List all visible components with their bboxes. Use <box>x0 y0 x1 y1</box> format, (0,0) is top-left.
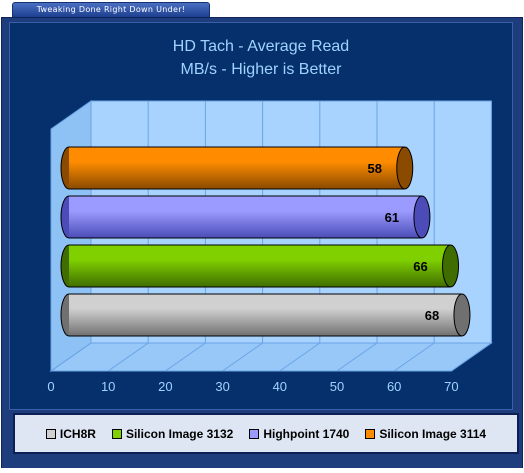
legend-item: ICH8R <box>45 426 96 441</box>
bar <box>69 147 405 189</box>
legend-item: Silicon Image 3132 <box>111 426 234 441</box>
floor-gridline <box>336 342 378 372</box>
legend-label: Silicon Image 3132 <box>125 426 234 441</box>
legend-label: Silicon Image 3114 <box>379 426 487 441</box>
chart-subtitle: MB/s - Higher is Better <box>180 61 342 78</box>
data-label: 61 <box>385 210 399 225</box>
plot-panel: HD Tach - Average Read MB/s - Higher is … <box>9 22 513 410</box>
bar-chart: 58 61 66 68 0 10 20 30 40 50 60 70 <box>47 100 493 394</box>
legend-item: Silicon Image 3114 <box>365 427 486 441</box>
legend-swatch <box>365 428 376 439</box>
legend-swatch <box>45 428 56 439</box>
bar-end-cap <box>453 293 471 337</box>
chart-frame: HD Tach - Average Read MB/s - Higher is … <box>1 17 523 470</box>
bar-end-cap <box>396 146 414 190</box>
x-tick-label: 30 <box>215 379 229 394</box>
legend-item: Highpoint 1740 <box>249 427 349 441</box>
chart-title: HD Tach - Average Read <box>172 38 350 55</box>
data-label: 66 <box>413 259 427 274</box>
bar-end-cap <box>413 195 431 239</box>
bottom-strip <box>0 468 524 473</box>
floor <box>49 342 493 372</box>
chart-legend: ICH8R Silicon Image 3132 Highpoint 1740 Sil… <box>13 413 519 454</box>
bar-end-cap <box>442 244 460 288</box>
bar <box>69 196 422 238</box>
floor-gridline <box>50 342 92 372</box>
x-tick-label: 60 <box>387 379 401 394</box>
bar <box>69 245 451 287</box>
data-label: 68 <box>425 308 439 323</box>
x-tick-label: 70 <box>444 379 458 394</box>
floor-gridline <box>165 342 206 372</box>
floor-gridline <box>107 342 149 372</box>
legend-label: Highpoint 1740 <box>263 426 350 441</box>
x-tick-label: 0 <box>47 379 54 394</box>
legend-swatch <box>249 428 260 439</box>
site-banner: Tweaking Done Right Down Under! <box>12 2 210 17</box>
x-tick-label: 50 <box>330 379 344 394</box>
floor-gridline <box>393 342 435 372</box>
legend-swatch <box>111 428 122 439</box>
bar <box>69 294 462 336</box>
floor-gridline <box>451 342 492 372</box>
x-tick-label: 40 <box>273 379 287 394</box>
data-label: 58 <box>368 161 382 176</box>
floor-gridline <box>222 342 263 372</box>
legend-label: ICH8R <box>59 426 96 441</box>
x-tick-label: 20 <box>158 379 172 394</box>
floor-gridline <box>279 342 321 372</box>
x-tick-label: 10 <box>101 379 115 394</box>
